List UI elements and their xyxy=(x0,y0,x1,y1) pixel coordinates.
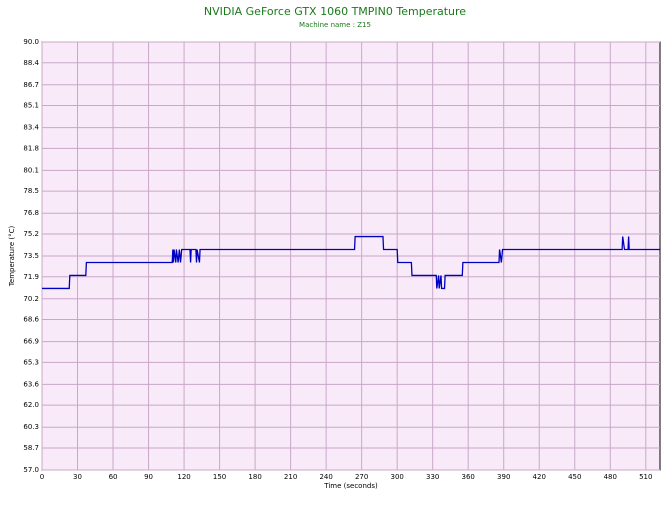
y-tick-label: 63.6 xyxy=(23,380,39,388)
x-tick-label: 30 xyxy=(73,473,82,481)
y-tick-label: 76.8 xyxy=(23,209,39,217)
line xyxy=(42,235,660,290)
y-tick-label: 60.3 xyxy=(23,423,39,431)
x-tick-label: 510 xyxy=(639,473,652,481)
y-tick-label: 75.2 xyxy=(23,230,39,238)
y-tick-label: 66.9 xyxy=(23,338,39,346)
y-tick-label: 83.4 xyxy=(23,124,39,132)
y-tick-label: 86.7 xyxy=(23,81,39,89)
chart-title: NVIDIA GeForce GTX 1060 TMPIN0 Temperatu… xyxy=(204,5,466,18)
y-tick-label: 58.7 xyxy=(23,444,39,452)
x-tick-label: 0 xyxy=(40,473,44,481)
y-tick-label: 90.0 xyxy=(23,38,39,46)
y-axis-label: Temperature (°C) xyxy=(8,226,16,288)
x-tick-label: 210 xyxy=(284,473,297,481)
x-tick-label: 150 xyxy=(213,473,226,481)
x-tick-label: 360 xyxy=(462,473,475,481)
x-tick-label: 420 xyxy=(533,473,546,481)
y-tick-label: 62.0 xyxy=(23,401,39,409)
x-axis-label: Time (seconds) xyxy=(323,482,378,490)
y-tick-label: 73.5 xyxy=(23,252,39,260)
x-tick-label: 300 xyxy=(390,473,403,481)
x-tick-label: 240 xyxy=(319,473,332,481)
y-tick-label: 65.3 xyxy=(23,358,39,366)
x-tick-label: 120 xyxy=(177,473,190,481)
chart-subtitle: Machine name : Z15 xyxy=(299,21,371,29)
x-tick-label: 450 xyxy=(568,473,581,481)
y-tick-label: 78.5 xyxy=(23,187,39,195)
y-tick-label: 71.9 xyxy=(23,273,39,281)
y-tick-label: 80.1 xyxy=(23,166,39,174)
y-tick-label: 70.2 xyxy=(23,295,39,303)
y-tick-label: 81.8 xyxy=(23,144,39,152)
x-tick-label: 60 xyxy=(109,473,118,481)
y-tick-label: 85.1 xyxy=(23,102,39,110)
y-tick-label: 68.6 xyxy=(23,316,39,324)
x-tick-label: 330 xyxy=(426,473,439,481)
x-tick-label: 480 xyxy=(604,473,617,481)
x-tick-label: 180 xyxy=(248,473,261,481)
x-tick-label: 90 xyxy=(144,473,153,481)
y-tick-label: 88.4 xyxy=(23,59,39,67)
x-tick-label: 270 xyxy=(355,473,368,481)
x-tick-label: 390 xyxy=(497,473,510,481)
y-tick-label: 57.0 xyxy=(23,466,39,474)
